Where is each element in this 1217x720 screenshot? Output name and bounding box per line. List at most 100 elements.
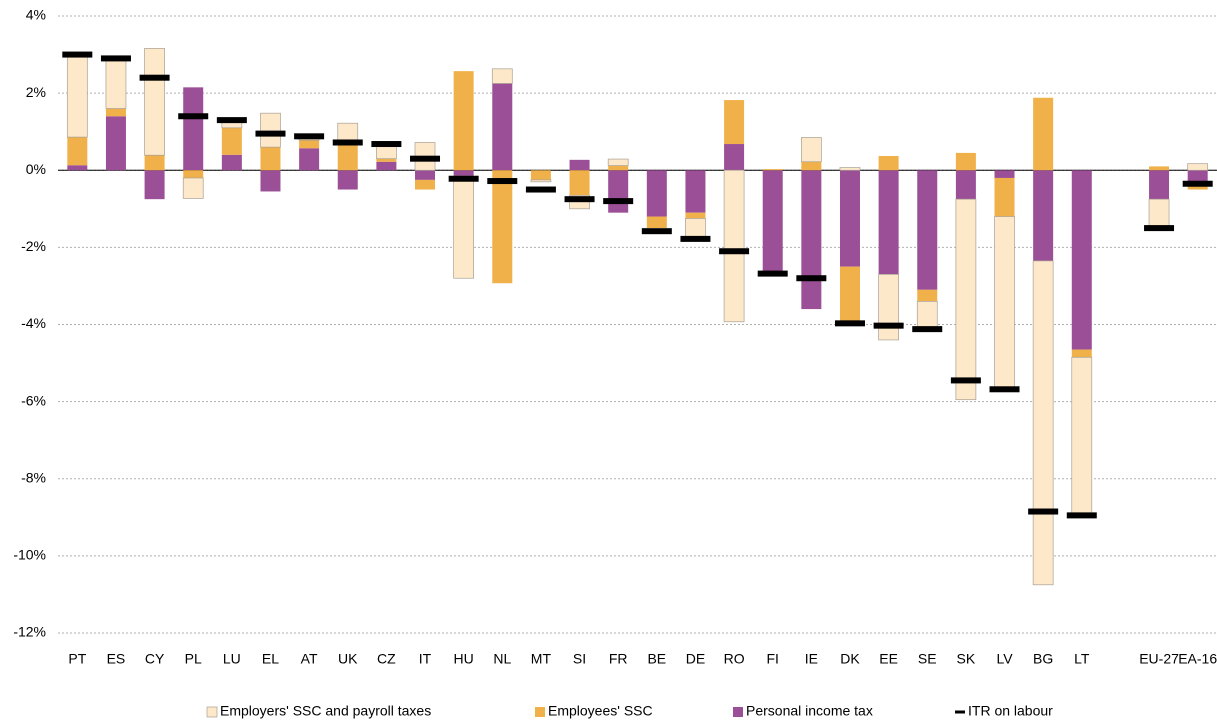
bar-segment	[839, 167, 861, 171]
itr-marker	[950, 377, 981, 384]
itr-marker	[873, 322, 904, 329]
bar-segment	[337, 145, 358, 171]
itr-marker	[680, 235, 711, 242]
itr-marker	[1182, 180, 1213, 187]
bar-segment	[569, 159, 590, 171]
x-tick-label: UK	[338, 651, 358, 667]
bar-segment	[724, 144, 745, 171]
x-tick-label: FR	[609, 651, 628, 667]
itr-marker	[1066, 512, 1097, 519]
itr-marker	[255, 130, 286, 137]
bar-segment	[105, 56, 127, 109]
x-tick-label: HU	[454, 651, 474, 667]
bar-segment	[685, 170, 706, 213]
itr-marker	[1028, 508, 1059, 515]
bar-segment	[299, 148, 320, 171]
bar-segment	[646, 216, 667, 229]
y-tick-label: -6%	[21, 392, 46, 408]
x-tick-label: EE	[879, 651, 898, 667]
bar-segment	[723, 169, 745, 323]
bar-segment	[1033, 170, 1054, 261]
bar-segment	[1149, 170, 1170, 200]
y-tick-label: -10%	[13, 547, 46, 563]
itr-marker	[912, 326, 943, 333]
bar-segment	[917, 170, 938, 290]
bar-segment	[376, 161, 397, 171]
bar-segment	[878, 155, 899, 171]
x-tick-label: EU-27	[1139, 651, 1179, 667]
legend-swatch	[733, 707, 743, 717]
bar-segment	[67, 165, 88, 171]
bar-segment	[878, 170, 899, 275]
bar-segment	[1149, 166, 1170, 171]
bar-segment	[415, 179, 436, 190]
legend-swatch	[206, 706, 218, 718]
bar-segment	[182, 177, 204, 199]
bar-segment	[530, 170, 551, 180]
bar-segment	[415, 170, 436, 180]
itr-marker	[139, 74, 170, 81]
itr-marker	[487, 178, 518, 185]
bar-segment	[569, 170, 590, 196]
x-tick-label: ES	[107, 651, 126, 667]
x-tick-label: MT	[531, 651, 552, 667]
x-tick-label: CY	[145, 651, 165, 667]
bar-segment	[994, 170, 1015, 178]
bar-segment	[453, 71, 474, 171]
bar-segment	[801, 161, 822, 171]
bar-segment	[1187, 170, 1208, 182]
x-tick-label: IT	[419, 651, 432, 667]
legend-label: Personal income tax	[746, 703, 873, 719]
bar-segment	[762, 170, 783, 275]
bar-segment	[1032, 260, 1054, 586]
bar-segment	[299, 140, 320, 149]
bar-segment	[376, 158, 397, 162]
itr-marker	[603, 198, 634, 205]
bar-segment	[916, 301, 938, 331]
legend-swatch	[955, 710, 965, 714]
x-tick-label: LU	[223, 651, 241, 667]
y-tick-label: -4%	[21, 315, 46, 331]
bar-segment	[337, 170, 358, 190]
bar-segment	[1033, 97, 1054, 171]
bar-segment	[144, 170, 165, 200]
legend-label: ITR on labour	[968, 703, 1053, 719]
itr-marker	[332, 139, 363, 146]
x-tick-label: PT	[68, 651, 86, 667]
bar-segment	[492, 83, 513, 171]
bar-segment	[183, 170, 204, 178]
itr-marker	[719, 248, 750, 255]
itr-marker	[100, 55, 131, 62]
bar-segment	[762, 169, 783, 171]
bar-segment	[530, 179, 552, 183]
bar-segment	[144, 48, 165, 156]
itr-marker	[564, 196, 595, 203]
itr-marker	[796, 275, 827, 282]
x-tick-label: BG	[1033, 651, 1053, 667]
x-tick-label: LV	[996, 651, 1013, 667]
y-tick-label: 0%	[26, 161, 46, 177]
bar-segment	[608, 165, 629, 171]
y-tick-label: -2%	[21, 238, 46, 254]
x-tick-label: SI	[573, 651, 586, 667]
bar-segment	[1071, 356, 1093, 516]
itr-marker	[216, 117, 247, 124]
x-tick-label: FI	[766, 651, 778, 667]
bar-segment	[685, 218, 706, 239]
x-tick-label: EA-16	[1178, 651, 1217, 667]
itr-marker	[294, 133, 325, 140]
x-tick-label: DE	[686, 651, 705, 667]
x-tick-label: NL	[493, 651, 511, 667]
itr-marker	[525, 186, 556, 193]
bar-segment	[724, 100, 745, 145]
bar-segment	[492, 170, 513, 284]
legend-label: Employers' SSC and payroll taxes	[220, 703, 431, 719]
x-tick-label: EL	[262, 651, 279, 667]
y-tick-label: -8%	[21, 469, 46, 485]
bar-segment	[878, 274, 899, 341]
bar-segment	[221, 127, 242, 155]
y-tick-label: 4%	[26, 7, 46, 23]
bar-segment	[1071, 170, 1092, 350]
bar-segment	[955, 198, 977, 401]
